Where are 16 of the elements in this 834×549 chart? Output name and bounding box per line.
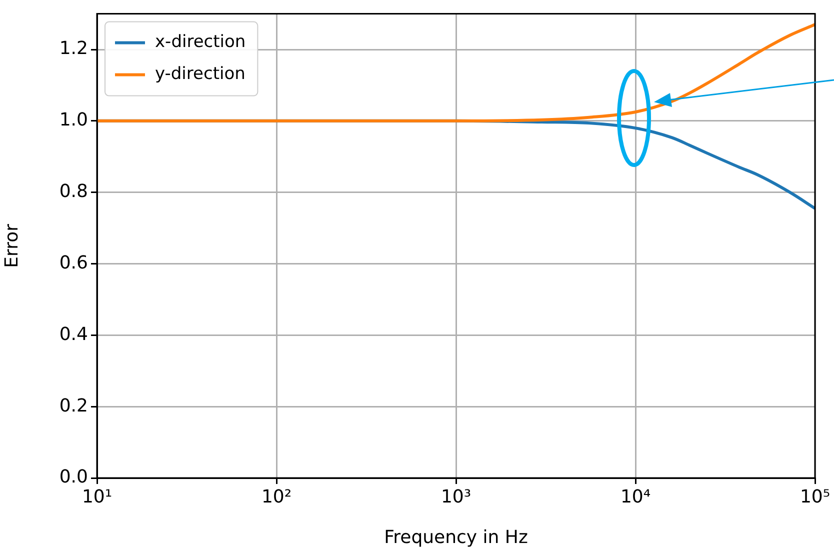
x-tick-label: 10⁴ — [620, 486, 651, 508]
y-tick-label: 0.8 — [59, 181, 88, 202]
x-axis-title: Frequency in Hz — [384, 526, 528, 548]
x-tick-label: 10⁵ — [800, 486, 830, 508]
y-tick-label: 0.0 — [59, 466, 88, 488]
x-tick-label: 10¹ — [82, 486, 112, 508]
y-tick-label: 1.0 — [59, 110, 88, 131]
y-tick-label: 0.6 — [59, 252, 88, 274]
legend-label: y-direction — [155, 64, 246, 84]
y-axis-title: Error — [1, 223, 22, 268]
x-tick-label: 10³ — [440, 486, 472, 508]
x-tick-label: 10² — [261, 486, 292, 508]
y-tick-label: 1.2 — [59, 38, 88, 60]
y-tick-label: 0.4 — [59, 324, 88, 345]
legend-label: x-direction — [155, 32, 246, 52]
y-tick-label: 0.2 — [59, 395, 88, 416]
